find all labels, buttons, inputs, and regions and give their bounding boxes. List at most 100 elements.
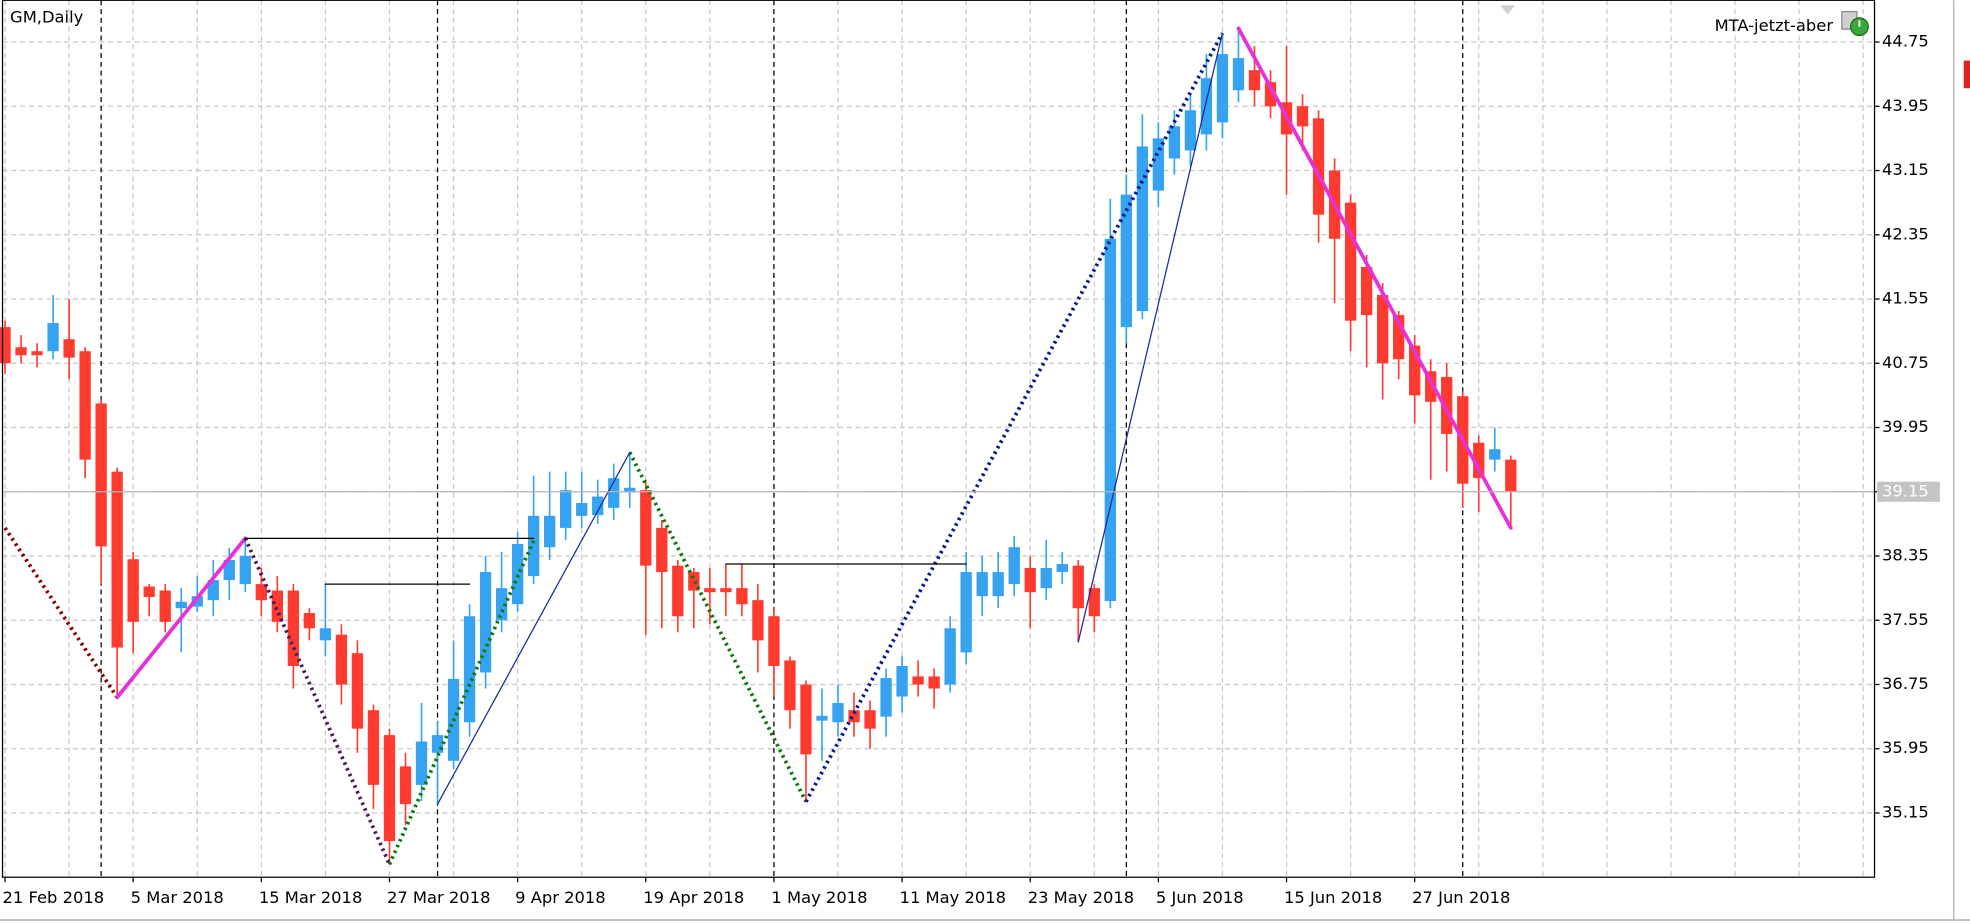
candle-body [1088, 588, 1100, 617]
x-tick-label: 15 Jun 2018 [1284, 888, 1382, 907]
candle-body [495, 588, 508, 621]
candle-body [656, 527, 668, 573]
zigzag-segment [243, 537, 392, 866]
candle-body [63, 339, 75, 358]
shift-marker [1500, 5, 1516, 15]
candle-body [335, 634, 348, 685]
candle-body [463, 616, 476, 723]
candle-body [992, 572, 1004, 597]
y-tick-label: 36.75 [1882, 674, 1929, 693]
candle-body [1072, 565, 1084, 609]
plot-frame [1, 0, 1876, 878]
candle-body [1120, 194, 1132, 328]
candle-body [1056, 564, 1068, 573]
candle-body [800, 684, 812, 755]
x-tick-label: 1 May 2018 [771, 888, 867, 907]
candle-body [864, 710, 876, 729]
candle-body [1264, 82, 1277, 107]
candle-body [1409, 345, 1421, 396]
candle-body [944, 628, 956, 685]
candle-body [752, 600, 764, 641]
x-tick-label: 15 Mar 2018 [259, 888, 363, 907]
candle-body [1393, 315, 1405, 360]
y-tick-label: 42.35 [1882, 224, 1929, 243]
window-marker [1963, 60, 1970, 89]
candle-body [1376, 295, 1389, 364]
candle-body [143, 586, 155, 597]
x-tick-label: 9 Apr 2018 [515, 888, 606, 907]
candle-body [15, 347, 27, 356]
zigzag-segment [804, 32, 1225, 803]
zigzag-segment [3, 526, 119, 699]
candle-body [1024, 568, 1036, 593]
y-tick-label: 35.15 [1882, 802, 1929, 821]
candle-body [608, 478, 620, 508]
candle-body [0, 327, 11, 364]
y-tick-label: 39.95 [1882, 417, 1929, 436]
candle-body [688, 572, 700, 591]
candle-body [239, 556, 251, 585]
chart-title: GM,Daily [10, 7, 84, 26]
candle-body [1136, 146, 1149, 312]
candle-body [271, 590, 283, 622]
y-tick-label: 44.75 [1882, 32, 1929, 51]
zigzag-segment [1077, 32, 1224, 643]
y-tick-label: 35.95 [1882, 738, 1929, 757]
candle-body [319, 628, 332, 641]
candle-body [1344, 202, 1357, 321]
candle-body [511, 543, 524, 605]
x-tick-label: 27 Jun 2018 [1412, 888, 1510, 907]
zigzag-segment [628, 451, 808, 803]
candle-body [704, 588, 716, 593]
candle-body [1168, 126, 1181, 159]
y-tick-label: 41.55 [1882, 289, 1929, 308]
candle-body [1489, 449, 1501, 460]
y-tick-label: 40.75 [1882, 353, 1929, 372]
candle-body [976, 572, 988, 597]
candle-body [1505, 459, 1517, 492]
x-tick-label: 23 May 2018 [1028, 888, 1134, 907]
candle-body [351, 653, 364, 729]
candle-body [640, 490, 652, 566]
y-tick-label: 43.95 [1882, 96, 1929, 115]
candle-body [111, 471, 123, 648]
candle-body [672, 565, 684, 617]
candle-body [928, 676, 940, 689]
candle-body [1040, 568, 1052, 589]
candle-body [1200, 78, 1213, 135]
x-tick-label: 5 Jun 2018 [1156, 888, 1244, 907]
x-tick-label: 11 May 2018 [900, 888, 1006, 907]
current-price-label: 39.15 [1882, 481, 1929, 500]
candle-body [1152, 138, 1165, 191]
y-tick-label: 37.55 [1882, 610, 1929, 629]
current-price-box [1877, 481, 1940, 502]
overlays [2, 26, 1875, 866]
zigzag-segment [436, 451, 631, 805]
candle-body [1441, 376, 1453, 434]
candle-body [127, 559, 139, 622]
candle-body [1312, 118, 1325, 215]
candle-body [31, 351, 43, 356]
candle-body [367, 710, 380, 785]
indicator-icon [1841, 10, 1869, 37]
candle-body [960, 572, 972, 653]
candle-body [624, 487, 636, 493]
y-tick-label: 43.15 [1882, 160, 1929, 179]
candle-body [223, 560, 235, 581]
candle-body [159, 590, 171, 622]
candle-body [399, 766, 412, 805]
candle-body [95, 403, 107, 547]
candle-body [1248, 70, 1261, 91]
candle-body [1296, 106, 1309, 127]
zigzag-segment [115, 536, 248, 700]
candle-body [592, 496, 604, 516]
candle-body [191, 596, 203, 607]
candle-body [207, 580, 219, 601]
candle-body [1008, 547, 1020, 585]
candle-body [784, 660, 796, 711]
x-tick-label: 5 Mar 2018 [131, 888, 224, 907]
candle-body [431, 735, 444, 753]
